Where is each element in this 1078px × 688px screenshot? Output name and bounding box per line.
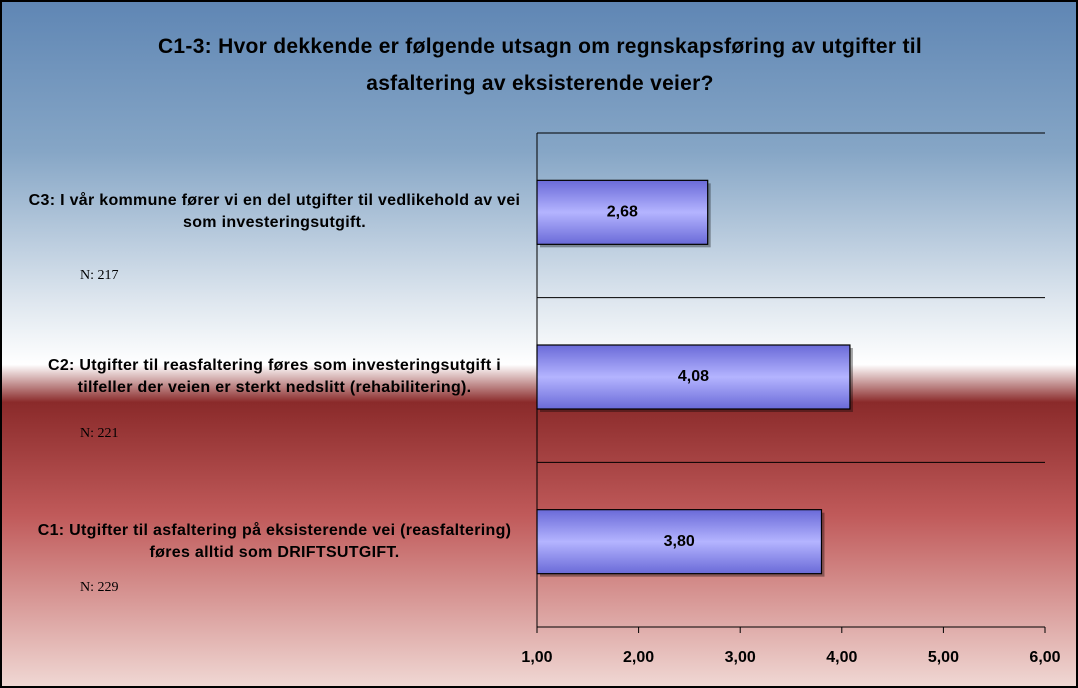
data-label: 3,80 <box>664 533 695 550</box>
annotation: N: 229 <box>80 579 119 595</box>
chart-title: C1-3: Hvor dekkende er følgende utsagn o… <box>157 35 923 95</box>
data-label: 4,08 <box>678 368 709 385</box>
data-label: 2,68 <box>607 204 638 221</box>
x-tick-label: 2,00 <box>623 649 654 666</box>
x-tick-label: 3,00 <box>725 649 756 666</box>
bar <box>536 179 709 245</box>
category-label: C3: I vår kommune fører vi en del utgift… <box>28 192 521 232</box>
category-label: C1: Utgifter til asfaltering på eksister… <box>37 521 512 561</box>
category-label: C2: Utgifter til reasfaltering føres som… <box>47 357 502 396</box>
x-tick-label: 4,00 <box>826 649 857 666</box>
x-tick-label: 1,00 <box>521 649 552 666</box>
annotation: N: 217 <box>80 268 119 284</box>
x-tick-label: 6,00 <box>1029 649 1060 666</box>
x-tick-label: 5,00 <box>928 649 959 666</box>
bar <box>536 509 823 575</box>
bar <box>536 344 851 410</box>
annotation: N: 221 <box>80 426 119 441</box>
